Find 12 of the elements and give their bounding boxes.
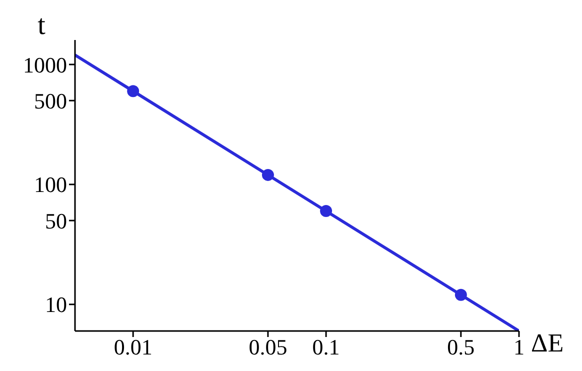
y-axis-title: t [38, 10, 46, 41]
y-tick-label: 500 [34, 88, 67, 114]
x-tick-label: 0.01 [114, 334, 152, 360]
x-tick-label: 0.5 [447, 334, 475, 360]
y-tick-label: 50 [45, 208, 67, 234]
y-tick-label: 10 [45, 292, 67, 318]
x-tick-label: 1 [514, 334, 524, 360]
y-tick-label: 100 [34, 172, 67, 198]
x-tick-label: 0.1 [312, 334, 340, 360]
x-tick-label: 0.05 [248, 334, 288, 360]
y-tick-label: 1000 [23, 52, 67, 78]
x-axis-title: ΔE [531, 328, 564, 358]
